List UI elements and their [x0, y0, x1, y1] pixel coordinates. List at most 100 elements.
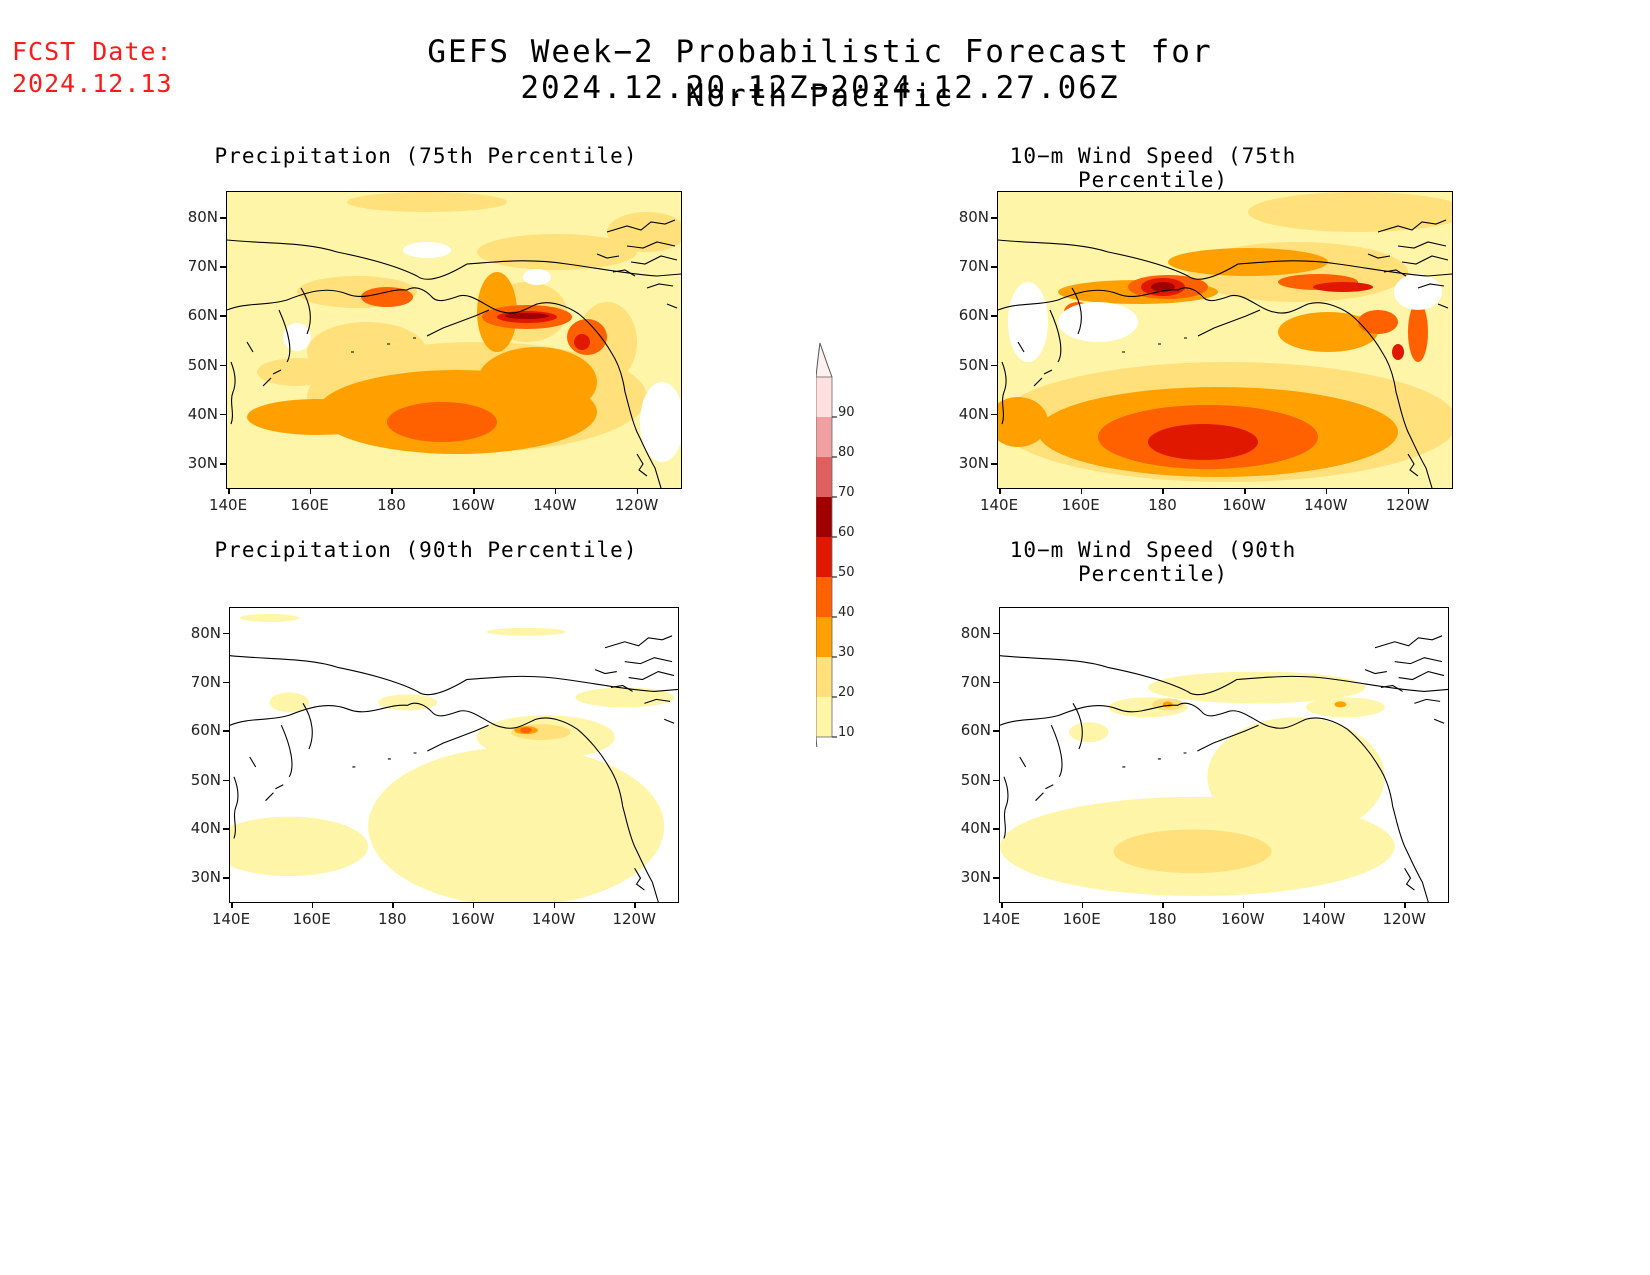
coastline — [1035, 784, 1054, 802]
coastline — [230, 655, 678, 696]
lon-label: 160W — [451, 910, 495, 928]
lon-tick — [1162, 902, 1164, 908]
page-subtitle: North Pacific — [685, 78, 955, 114]
lat-tick — [993, 632, 999, 635]
lat-label: 60N — [960, 721, 991, 740]
shaded-region — [269, 692, 309, 713]
map-precip-75th — [226, 191, 682, 489]
coastline-layer — [227, 219, 681, 488]
shaded-region — [523, 269, 551, 285]
lat-label: 60N — [187, 306, 218, 325]
shaded-region — [1008, 282, 1048, 362]
coastline — [430, 710, 578, 730]
shaded-region — [1394, 274, 1442, 310]
lat-tick — [991, 463, 997, 465]
shading-layer — [227, 192, 681, 488]
shaded-region — [1069, 722, 1109, 743]
lat-label: 60N — [190, 721, 221, 740]
lat-label: 40N — [190, 819, 221, 838]
shaded-region — [1207, 717, 1385, 837]
colorbar-label: 30 — [838, 645, 855, 660]
map-canvas — [230, 608, 678, 902]
lat-tick — [993, 828, 999, 830]
shaded-region — [1113, 829, 1272, 874]
shaded-region — [230, 816, 369, 877]
coastline-layer — [230, 635, 678, 902]
shaded-region — [1148, 671, 1366, 704]
lat-label: 30N — [960, 868, 991, 887]
coastline — [1050, 703, 1083, 778]
coastline — [1200, 710, 1348, 730]
lon-label: 160E — [1061, 496, 1100, 514]
lat-label: 50N — [190, 770, 221, 789]
lon-tick — [634, 902, 636, 908]
lon-label: 120W — [1382, 910, 1426, 928]
colorbar-label: 20 — [838, 685, 855, 700]
lon-label: 120W — [614, 496, 659, 514]
coastline — [278, 287, 311, 363]
shaded-region — [347, 192, 507, 212]
coastline-layer — [998, 219, 1452, 488]
lon-tick — [1325, 488, 1328, 494]
lat-label: 80N — [958, 208, 989, 227]
fcst-date-value: 2024.12.13 — [12, 69, 173, 98]
coastline — [280, 703, 313, 778]
lon-label: 180 — [377, 910, 407, 928]
lon-label: 180 — [1147, 910, 1177, 928]
shaded-region — [368, 747, 665, 902]
shaded-region — [1168, 248, 1328, 276]
lon-label: 160W — [451, 496, 495, 514]
shading-layer — [998, 192, 1452, 488]
shaded-region — [520, 727, 532, 734]
lat-tick — [220, 413, 226, 416]
shaded-region — [1151, 282, 1175, 292]
shaded-region — [998, 397, 1048, 447]
lat-tick — [991, 364, 997, 367]
coastline — [1003, 756, 1027, 839]
lat-label: 70N — [958, 257, 989, 276]
coastline — [604, 635, 675, 724]
lon-tick — [553, 902, 556, 908]
coastline — [430, 294, 580, 315]
lon-tick — [1080, 488, 1083, 494]
page-title: GEFS Week−2 Probabilistic Forecast for 2… — [427, 34, 1213, 106]
colorbar-outline — [815, 376, 833, 738]
lat-tick — [993, 730, 999, 732]
shaded-region — [574, 334, 590, 350]
lon-tick — [392, 902, 394, 908]
colorbar — [815, 337, 876, 776]
shaded-region — [1313, 282, 1373, 292]
lon-label: 180 — [377, 496, 406, 514]
coastline — [606, 219, 678, 309]
coastline — [1197, 724, 1259, 752]
lon-tick — [1244, 488, 1246, 494]
colorbar-swatch — [816, 537, 832, 577]
forecast-date-label: FCST Date: 2024.12.13 — [12, 36, 173, 100]
colorbar-label: 40 — [838, 605, 855, 620]
lon-label: 160W — [1222, 496, 1266, 514]
colorbar-swatch — [816, 577, 832, 617]
lon-tick — [1162, 488, 1164, 494]
lon-label: 160E — [290, 496, 329, 514]
shaded-region — [1358, 310, 1398, 334]
lat-label: 50N — [958, 355, 989, 374]
coastline — [1201, 294, 1351, 315]
map-canvas — [1000, 608, 1448, 902]
shaded-region — [403, 242, 451, 258]
coastline — [227, 239, 681, 280]
lon-tick — [1323, 902, 1326, 908]
coastline — [1000, 655, 1448, 696]
shaded-region — [640, 382, 681, 462]
lat-label: 30N — [187, 454, 218, 473]
lat-tick — [223, 828, 229, 830]
lat-label: 70N — [960, 672, 991, 691]
shaded-region — [477, 347, 597, 417]
lon-label: 140E — [208, 496, 248, 514]
coastline — [1377, 219, 1449, 309]
lat-tick — [993, 779, 999, 782]
lon-tick — [311, 902, 314, 908]
lon-tick — [636, 488, 639, 494]
coastline — [227, 287, 432, 311]
lon-label: 140W — [1304, 496, 1348, 514]
coastline — [1407, 453, 1419, 477]
